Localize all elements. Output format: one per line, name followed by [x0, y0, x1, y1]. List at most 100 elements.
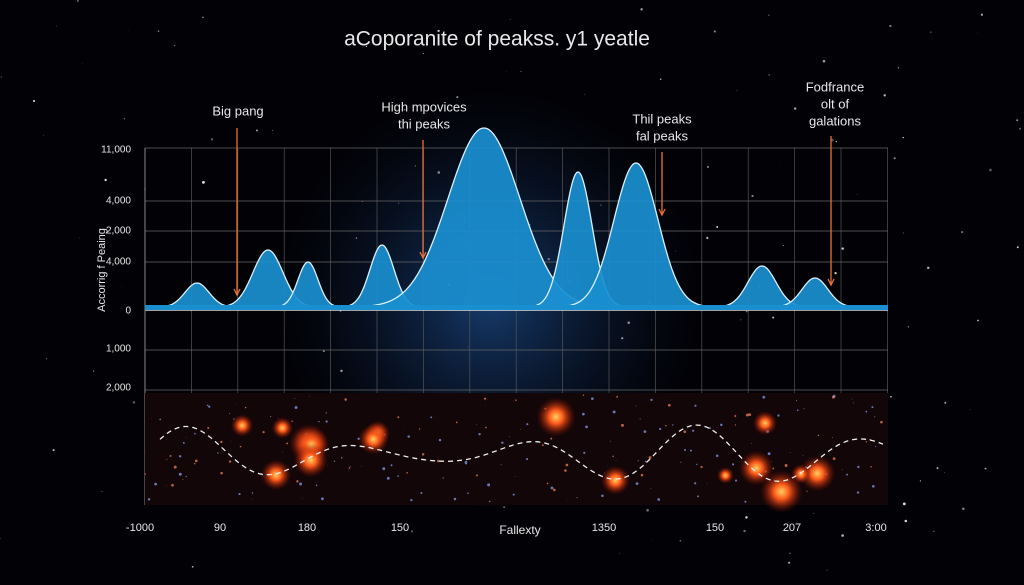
band-star [487, 483, 491, 487]
y-tick-label: 4,000 [106, 257, 131, 268]
band-star [340, 457, 343, 459]
star [897, 67, 900, 69]
band-star [220, 440, 223, 444]
annotation: Fodfrance [806, 79, 865, 94]
band-star [635, 482, 639, 486]
star [157, 30, 160, 32]
band-star [251, 498, 253, 500]
y-tick-label: 11,000 [101, 145, 131, 156]
star [936, 467, 939, 470]
band-star [637, 460, 639, 462]
star [0, 76, 3, 78]
star [789, 552, 791, 555]
band-star [207, 427, 210, 430]
band-glow [358, 424, 389, 455]
band-star [166, 458, 168, 460]
star [841, 247, 844, 250]
star [831, 138, 834, 142]
band-star [851, 398, 853, 400]
band-star [526, 423, 529, 426]
band-star [832, 457, 836, 460]
star [506, 71, 507, 72]
band-star [831, 436, 833, 438]
star [640, 8, 643, 11]
band-star [262, 431, 265, 434]
band-star [453, 497, 457, 501]
band-star [694, 482, 697, 485]
band-star [476, 424, 478, 426]
band-star [802, 454, 804, 456]
x-tick-label: 150 [706, 522, 724, 534]
galaxy-details [144, 394, 884, 514]
star [123, 117, 126, 120]
star [174, 45, 176, 47]
band-star [301, 497, 303, 499]
star [977, 319, 979, 322]
star [980, 13, 984, 16]
band-star [582, 412, 585, 416]
band-star [194, 432, 196, 435]
star [933, 530, 935, 533]
arrow-head [827, 278, 835, 287]
star [32, 99, 36, 103]
band-star [159, 418, 161, 421]
star [904, 519, 908, 523]
band-star [282, 451, 284, 453]
band-star [208, 405, 211, 408]
band-star [144, 451, 146, 452]
band-star [182, 441, 185, 444]
star [961, 507, 965, 511]
band-star [831, 395, 835, 399]
band-star [550, 437, 553, 440]
y-axis-label: Accorrig f Peaing [96, 228, 108, 312]
band-star [680, 461, 682, 463]
band-star [700, 465, 703, 469]
star [746, 513, 748, 514]
band-star [178, 472, 182, 476]
x-tick-label: 180 [298, 522, 316, 534]
band-star [694, 404, 697, 407]
star [709, 524, 710, 526]
star [132, 401, 136, 404]
band-star [789, 451, 791, 453]
band-star [185, 475, 187, 478]
band-star [193, 462, 196, 465]
band-star [762, 395, 766, 399]
band-star [640, 473, 644, 477]
star [822, 59, 826, 63]
band-star [585, 425, 588, 429]
star [944, 471, 945, 473]
star [893, 157, 896, 160]
band-star [182, 479, 184, 481]
star [902, 136, 904, 139]
star [902, 232, 904, 234]
star [1019, 127, 1022, 130]
band-star [501, 441, 504, 444]
band-star [565, 463, 569, 467]
band-star [583, 451, 586, 454]
band-star [420, 491, 423, 494]
band-star [251, 492, 254, 494]
band-star [344, 398, 347, 401]
band-star [806, 490, 808, 492]
x-tick-label: 150 [391, 522, 409, 534]
band-star [853, 402, 855, 404]
star [736, 90, 738, 91]
band-star [745, 413, 749, 417]
band-star [220, 471, 223, 475]
band-star [430, 416, 433, 419]
band-star [178, 455, 182, 458]
y-tick-label: 1,000 [106, 344, 131, 355]
star [989, 168, 992, 172]
y-tick-label: 2,000 [106, 226, 131, 237]
band-star [803, 408, 805, 410]
band-star [615, 460, 617, 461]
star [202, 180, 205, 184]
star [768, 14, 770, 16]
band-star [612, 410, 616, 414]
peak [547, 162, 725, 308]
dashed-wave [159, 424, 884, 482]
band-star [865, 410, 868, 413]
band-glow [760, 470, 803, 514]
